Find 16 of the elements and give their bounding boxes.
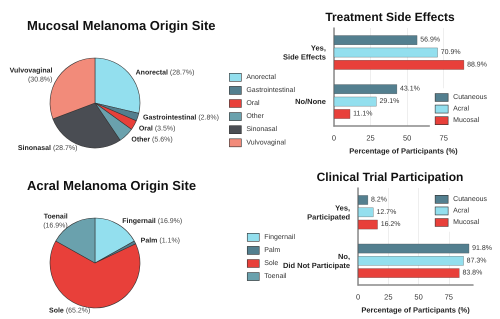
bar	[334, 48, 438, 58]
chart-title: Acral Melanoma Origin Site	[27, 178, 196, 193]
bar	[334, 109, 350, 119]
bar	[334, 60, 464, 70]
bar	[334, 35, 418, 45]
bar	[358, 268, 460, 278]
bar	[334, 84, 398, 94]
chart-title: Clinical Trial Participation	[316, 170, 464, 184]
chart-title: Treatment Side Effects	[325, 10, 456, 24]
bar	[358, 256, 464, 266]
bar	[358, 244, 470, 254]
bar	[334, 96, 377, 106]
chart-title: Mucosal Melanoma Origin Site	[27, 18, 216, 33]
bar	[358, 220, 378, 230]
bar	[358, 195, 368, 205]
bar	[358, 208, 374, 217]
